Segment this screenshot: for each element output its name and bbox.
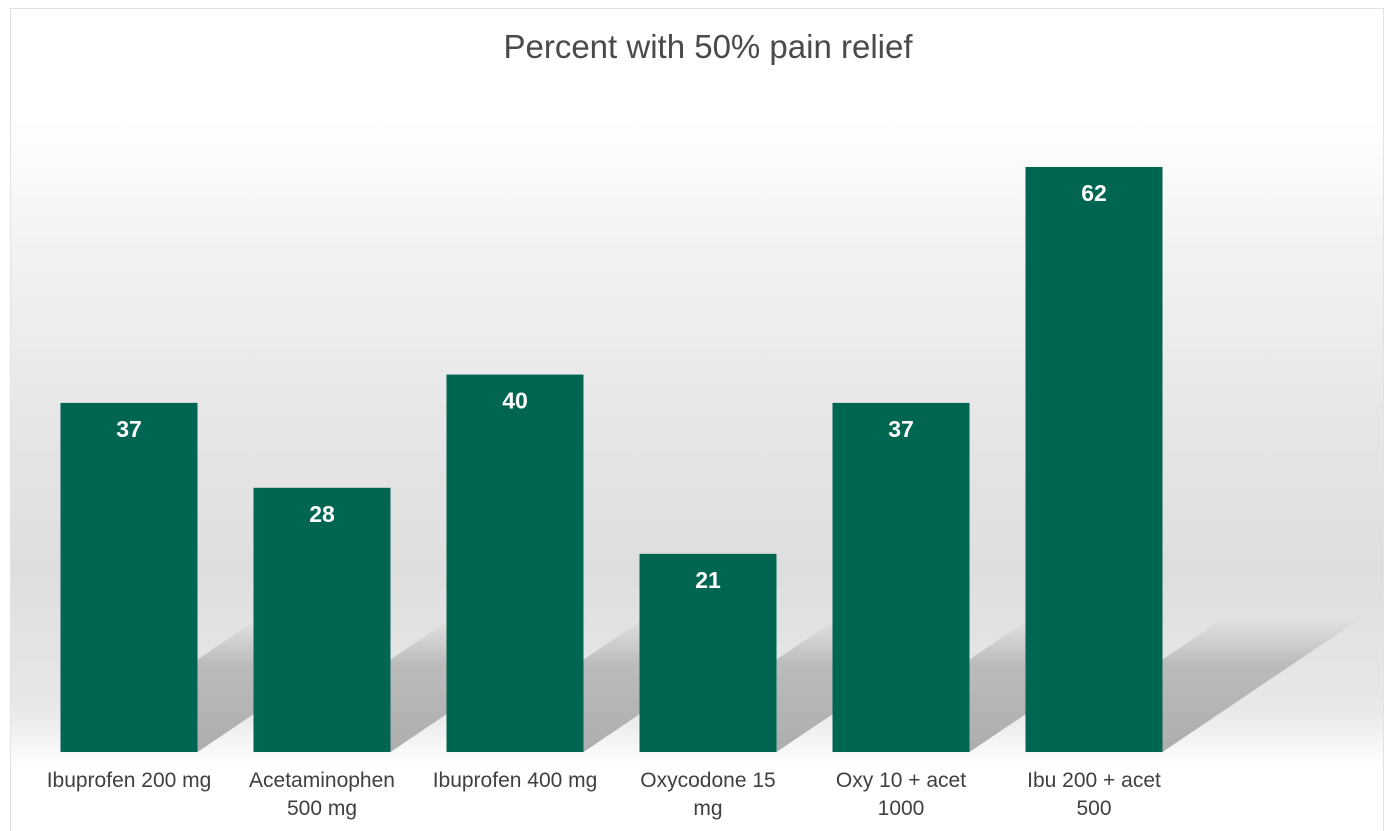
x-tick-label: Ibuprofen 400 mg [433, 769, 598, 792]
x-tick-label: Ibuprofen 200 mg [47, 769, 212, 792]
data-label: 21 [695, 567, 721, 593]
x-tick-labels-group: Ibuprofen 200 mg Acetaminophen 500 mg Ibupr… [47, 769, 1161, 820]
chart-title: Percent with 50% pain relief [503, 28, 913, 65]
x-tick-label: mg [693, 797, 722, 820]
x-tick-label: Oxy 10 + acet [836, 769, 966, 792]
data-labels-group: 37 28 40 21 37 62 [116, 180, 1107, 593]
x-tick-label: 500 mg [287, 797, 357, 820]
x-tick-label: Ibu 200 + acet [1027, 769, 1161, 792]
bar [60, 402, 198, 752]
x-tick-label: Acetaminophen [249, 769, 395, 792]
data-label: 28 [309, 501, 335, 527]
bar [639, 553, 777, 752]
x-tick-label: Oxycodone 15 [640, 769, 775, 792]
bar [253, 487, 391, 752]
data-label: 37 [116, 416, 142, 442]
bar [446, 374, 584, 752]
x-tick-label: 500 [1076, 797, 1111, 820]
bar [832, 402, 970, 752]
data-label: 37 [888, 416, 914, 442]
bar [1025, 167, 1163, 752]
data-label: 40 [502, 388, 528, 414]
bars-group [60, 167, 1163, 752]
data-label: 62 [1081, 180, 1107, 206]
x-tick-label: 1000 [878, 797, 925, 820]
